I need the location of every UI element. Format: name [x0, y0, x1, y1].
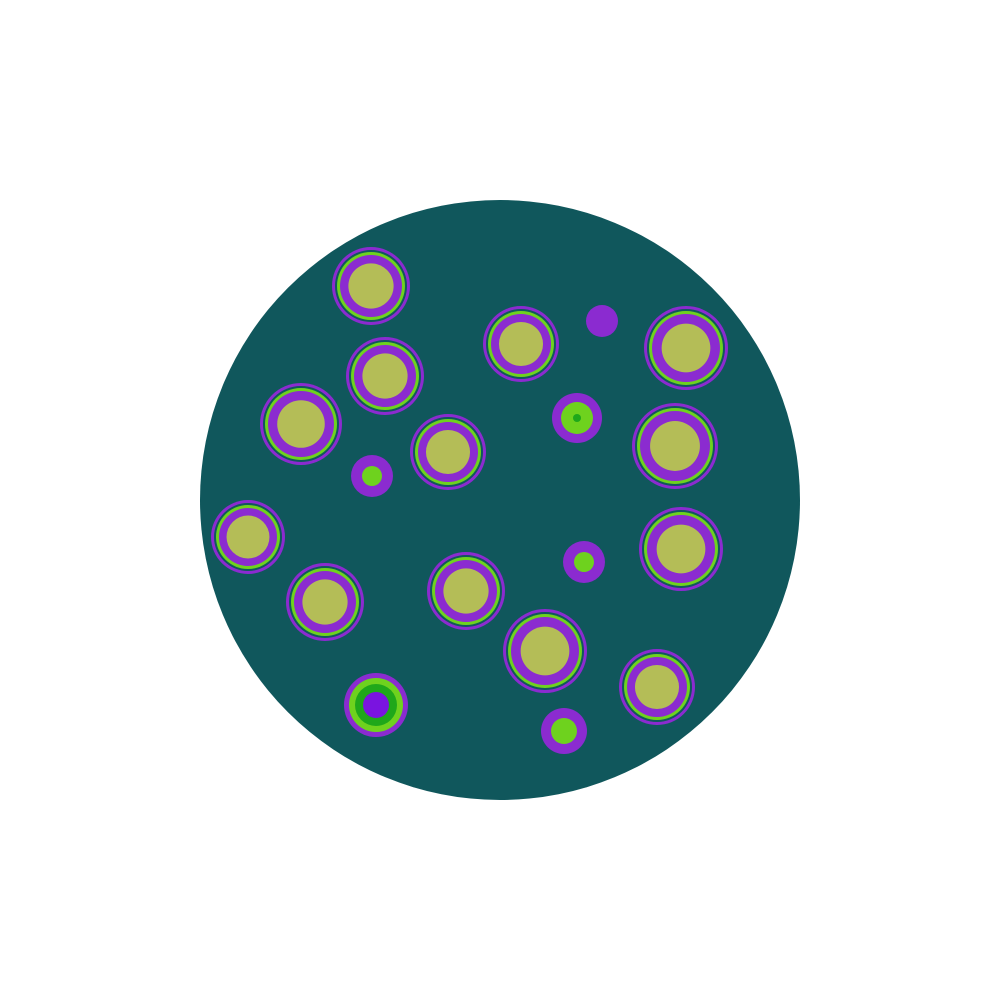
- colony-core: [650, 421, 700, 471]
- colony-core: [362, 466, 382, 486]
- colony: [346, 337, 424, 415]
- small-colony: [344, 673, 408, 737]
- colony-core: [443, 568, 489, 614]
- small-colony: [541, 708, 587, 754]
- colony: [332, 247, 410, 325]
- colony-core: [425, 429, 471, 475]
- colony: [286, 563, 364, 641]
- colony: [639, 507, 723, 591]
- small-colony: [351, 455, 393, 497]
- colony-core: [634, 664, 680, 710]
- colony-core: [551, 718, 577, 744]
- colony: [503, 609, 587, 693]
- colony-center: [573, 414, 581, 422]
- petri-dish: [200, 200, 800, 800]
- colony: [644, 306, 728, 390]
- colony-core: [362, 353, 408, 399]
- colony-core: [656, 524, 706, 574]
- colony-core: [277, 400, 325, 448]
- colony: [483, 306, 559, 382]
- small-colony: [563, 541, 605, 583]
- small-colony: [552, 393, 602, 443]
- colony-core: [574, 552, 594, 572]
- colony-core: [348, 263, 394, 309]
- colony-core: [226, 515, 270, 559]
- colony-group: [211, 247, 728, 754]
- colony: [260, 383, 342, 465]
- colony: [619, 649, 695, 725]
- colony: [410, 414, 486, 490]
- colony: [211, 500, 285, 574]
- small-colony: [586, 305, 618, 337]
- colony-core: [363, 692, 389, 718]
- colony-core: [661, 323, 711, 373]
- colony: [632, 403, 718, 489]
- colony-halo: [586, 305, 618, 337]
- colony: [427, 552, 505, 630]
- colony-core: [520, 626, 570, 676]
- colony-core: [302, 579, 348, 625]
- colony-core: [498, 321, 544, 367]
